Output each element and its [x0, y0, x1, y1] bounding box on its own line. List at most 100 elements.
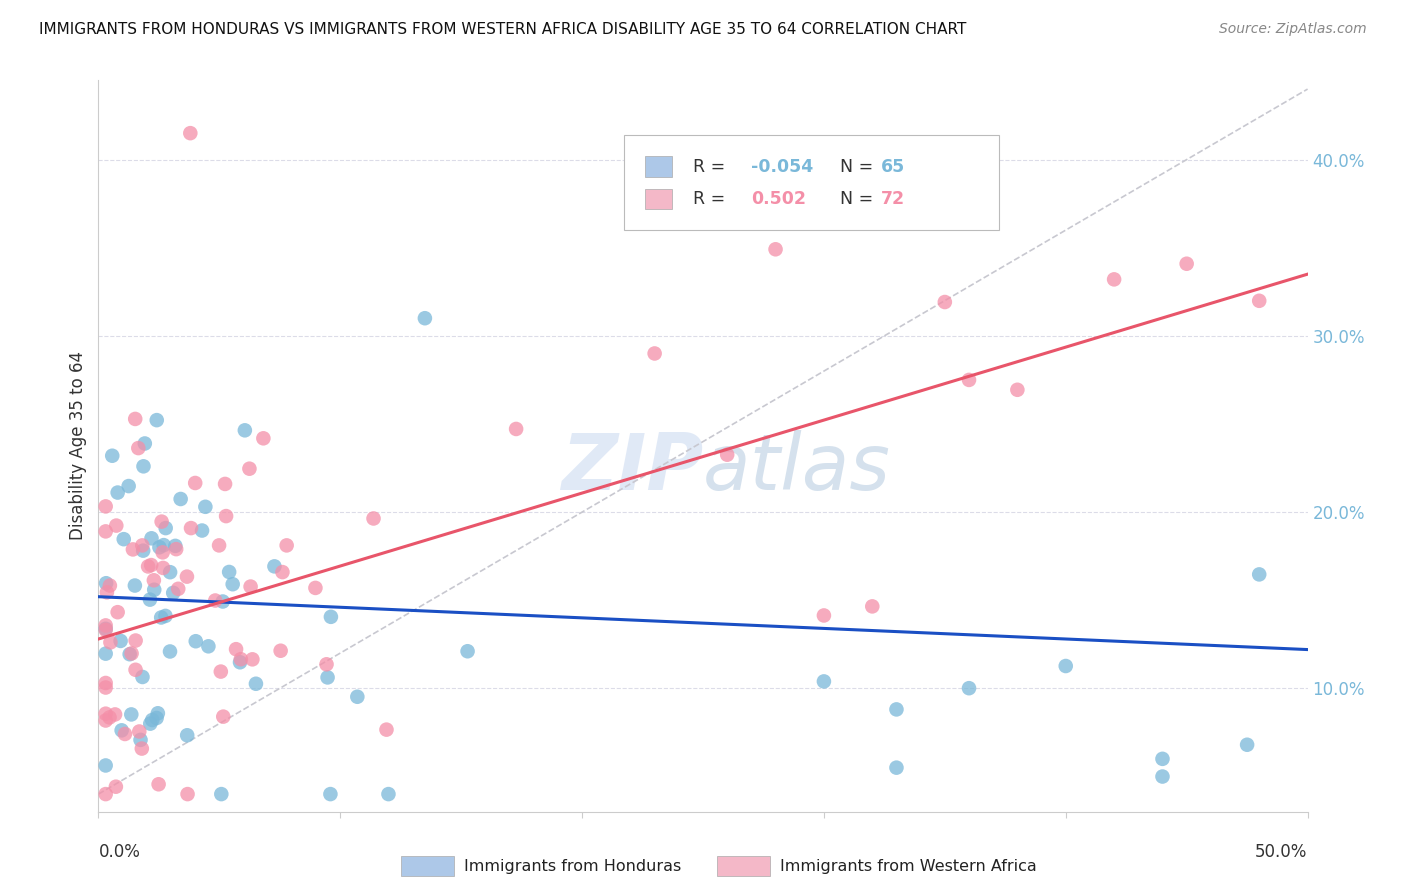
Point	[238, 461, 260, 475]
Point	[813, 608, 835, 623]
Point	[245, 677, 267, 691]
Point	[129, 732, 152, 747]
Point	[124, 412, 146, 426]
Point	[934, 295, 956, 310]
Point	[377, 787, 399, 801]
Point	[1152, 752, 1174, 766]
Point	[765, 242, 787, 256]
Point	[152, 538, 174, 552]
Point	[957, 681, 980, 696]
Point	[94, 681, 117, 695]
Point	[141, 713, 163, 727]
Point	[118, 647, 141, 661]
Text: R =: R =	[693, 158, 731, 176]
Point	[191, 524, 214, 538]
Point	[316, 670, 339, 684]
Point	[110, 634, 132, 648]
Point	[319, 610, 342, 624]
Point	[120, 707, 142, 722]
Point	[233, 423, 256, 437]
Point	[148, 541, 170, 555]
Point	[184, 475, 207, 490]
Point	[214, 477, 236, 491]
Text: 50.0%: 50.0%	[1256, 844, 1308, 862]
Point	[375, 723, 398, 737]
Point	[886, 761, 908, 775]
Point	[315, 657, 337, 672]
Point	[94, 787, 117, 801]
Point	[208, 538, 231, 552]
Point	[152, 545, 174, 559]
Point	[131, 670, 153, 684]
Point	[146, 706, 169, 721]
Point	[94, 500, 117, 514]
Text: 65: 65	[880, 158, 905, 176]
Point	[180, 521, 202, 535]
Point	[128, 724, 150, 739]
Point	[211, 594, 233, 608]
Point	[176, 569, 198, 583]
Point	[111, 723, 134, 738]
Point	[215, 509, 238, 524]
Point	[150, 515, 173, 529]
Point	[209, 787, 232, 801]
Point	[860, 599, 883, 614]
Text: atlas: atlas	[703, 430, 891, 506]
Point	[1054, 659, 1077, 673]
Point	[169, 491, 191, 506]
Y-axis label: Disability Age 35 to 64: Disability Age 35 to 64	[69, 351, 87, 541]
Point	[159, 565, 181, 579]
Point	[159, 644, 181, 658]
Point	[957, 373, 980, 387]
Point	[252, 431, 274, 445]
Point	[644, 346, 666, 360]
Text: 0.502: 0.502	[751, 190, 807, 208]
FancyBboxPatch shape	[624, 135, 1000, 230]
Point	[150, 610, 173, 624]
Point	[197, 640, 219, 654]
Text: N =: N =	[828, 158, 879, 176]
Point	[212, 709, 235, 723]
Point	[229, 652, 252, 666]
Text: IMMIGRANTS FROM HONDURAS VS IMMIGRANTS FROM WESTERN AFRICA DISABILITY AGE 35 TO : IMMIGRANTS FROM HONDURAS VS IMMIGRANTS F…	[39, 22, 967, 37]
Text: N =: N =	[828, 190, 879, 208]
Point	[121, 647, 143, 661]
Point	[94, 524, 117, 539]
Point	[319, 787, 342, 801]
Point	[167, 582, 190, 596]
Point	[94, 714, 117, 728]
Point	[184, 634, 207, 648]
Point	[104, 780, 127, 794]
Point	[127, 441, 149, 455]
Point	[229, 655, 252, 669]
Point	[276, 538, 298, 552]
Point	[107, 485, 129, 500]
Text: ZIP: ZIP	[561, 430, 703, 506]
Point	[152, 561, 174, 575]
Point	[176, 787, 198, 801]
Point	[270, 644, 292, 658]
Point	[155, 608, 177, 623]
Point	[94, 576, 117, 591]
Point	[209, 665, 232, 679]
Point	[114, 727, 136, 741]
Point	[148, 777, 170, 791]
Point	[165, 542, 187, 557]
Point	[716, 448, 738, 462]
Point	[122, 542, 145, 557]
Point	[242, 652, 264, 666]
Point	[165, 539, 187, 553]
Text: Source: ZipAtlas.com: Source: ZipAtlas.com	[1219, 22, 1367, 37]
Point	[145, 413, 167, 427]
Point	[101, 449, 124, 463]
Point	[176, 728, 198, 742]
Text: -0.054: -0.054	[751, 158, 814, 176]
Point	[271, 565, 294, 579]
Point	[131, 538, 153, 552]
Point	[94, 618, 117, 632]
Point	[98, 578, 121, 592]
Point	[98, 710, 121, 724]
Point	[124, 663, 146, 677]
Point	[413, 311, 436, 326]
Point	[134, 436, 156, 450]
